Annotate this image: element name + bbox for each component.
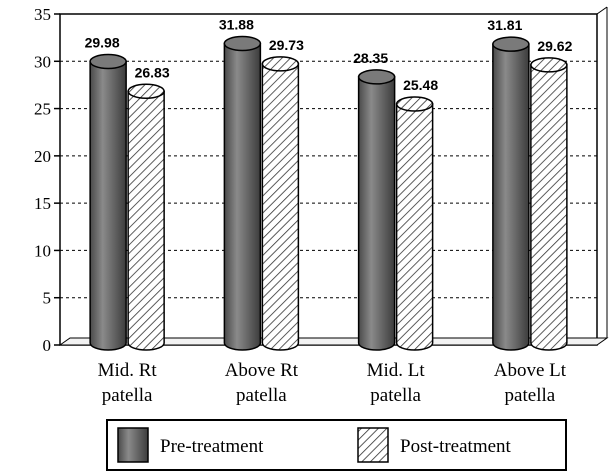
- legend-swatch-post: [357, 427, 389, 463]
- data-label-post-2: 25.48: [403, 77, 438, 93]
- bar-post-3: [530, 57, 568, 351]
- x-axis-labels: Mid. Rt patella Above Rt patella Mid. Lt pate…: [98, 360, 567, 406]
- y-tick-label: 15: [34, 194, 51, 213]
- legend-label-pre: Pre-treatment: [160, 436, 264, 457]
- bar-top: [89, 53, 127, 70]
- bar-body: [357, 76, 396, 351]
- bar-body: [530, 64, 568, 351]
- y-tick-label: 0: [43, 336, 52, 355]
- bar-top: [530, 57, 568, 73]
- bar-post-2: [395, 96, 434, 351]
- y-tick-label: 35: [34, 5, 51, 24]
- x-category-label: Above Lt: [494, 360, 567, 381]
- right-depth-edge: [596, 6, 608, 15]
- bar-top: [127, 83, 165, 100]
- bar-body: [223, 42, 262, 351]
- legend: Pre-treatment Post-treatment: [106, 419, 567, 471]
- bar-top: [492, 36, 530, 52]
- y-tick-label: 20: [34, 147, 51, 166]
- bar-body: [261, 63, 300, 351]
- y-tick-label: 25: [34, 100, 51, 119]
- y-tick-label: 30: [34, 52, 51, 71]
- legend-swatch-pre: [117, 427, 149, 463]
- data-label-pre-3: 31.81: [487, 17, 522, 33]
- x-category-label: Mid. Lt: [367, 360, 426, 381]
- bar-post-1: [261, 56, 300, 351]
- bar-top: [223, 35, 262, 52]
- plot-area: 0 5 10 15 20 25 30 35 29.98 26.83 31.88 29.73 28.35…: [34, 5, 609, 406]
- bar-pre-3: [492, 36, 530, 351]
- x-category-label: patella: [505, 385, 556, 406]
- y-tick-label: 10: [34, 241, 51, 260]
- bars: [89, 35, 568, 351]
- bar-top: [395, 96, 434, 112]
- y-tick-label: 5: [43, 289, 52, 308]
- data-label-pre-0: 29.98: [85, 34, 120, 50]
- x-category-label: Mid. Rt: [98, 360, 158, 381]
- x-category-label: patella: [370, 385, 421, 406]
- data-label-post-0: 26.83: [135, 64, 170, 80]
- bar-top: [357, 69, 396, 85]
- bar-body: [89, 60, 127, 351]
- data-label-post-1: 29.73: [269, 37, 304, 53]
- legend-box: [106, 419, 567, 471]
- x-category-label: patella: [102, 385, 153, 406]
- data-label-post-3: 29.62: [537, 38, 572, 54]
- bar-body: [127, 90, 165, 351]
- legend-label-post: Post-treatment: [400, 436, 512, 457]
- bar-post-0: [127, 83, 165, 351]
- bar-top: [261, 56, 300, 72]
- bar-body: [492, 43, 530, 351]
- bar-pre-1: [223, 35, 262, 351]
- data-label-pre-1: 31.88: [219, 17, 254, 33]
- data-label-pre-2: 28.35: [353, 50, 388, 66]
- bar-pre-2: [357, 69, 396, 351]
- x-category-label: patella: [236, 385, 287, 406]
- data-labels: 29.98 26.83 31.88 29.73 28.35 25.48 31.81 29.62: [85, 17, 573, 94]
- y-axis: 0 5 10 15 20 25 30 35: [34, 5, 60, 355]
- x-category-label: Above Rt: [225, 360, 299, 381]
- bar-body: [395, 103, 434, 351]
- bar-pre-0: [89, 53, 127, 351]
